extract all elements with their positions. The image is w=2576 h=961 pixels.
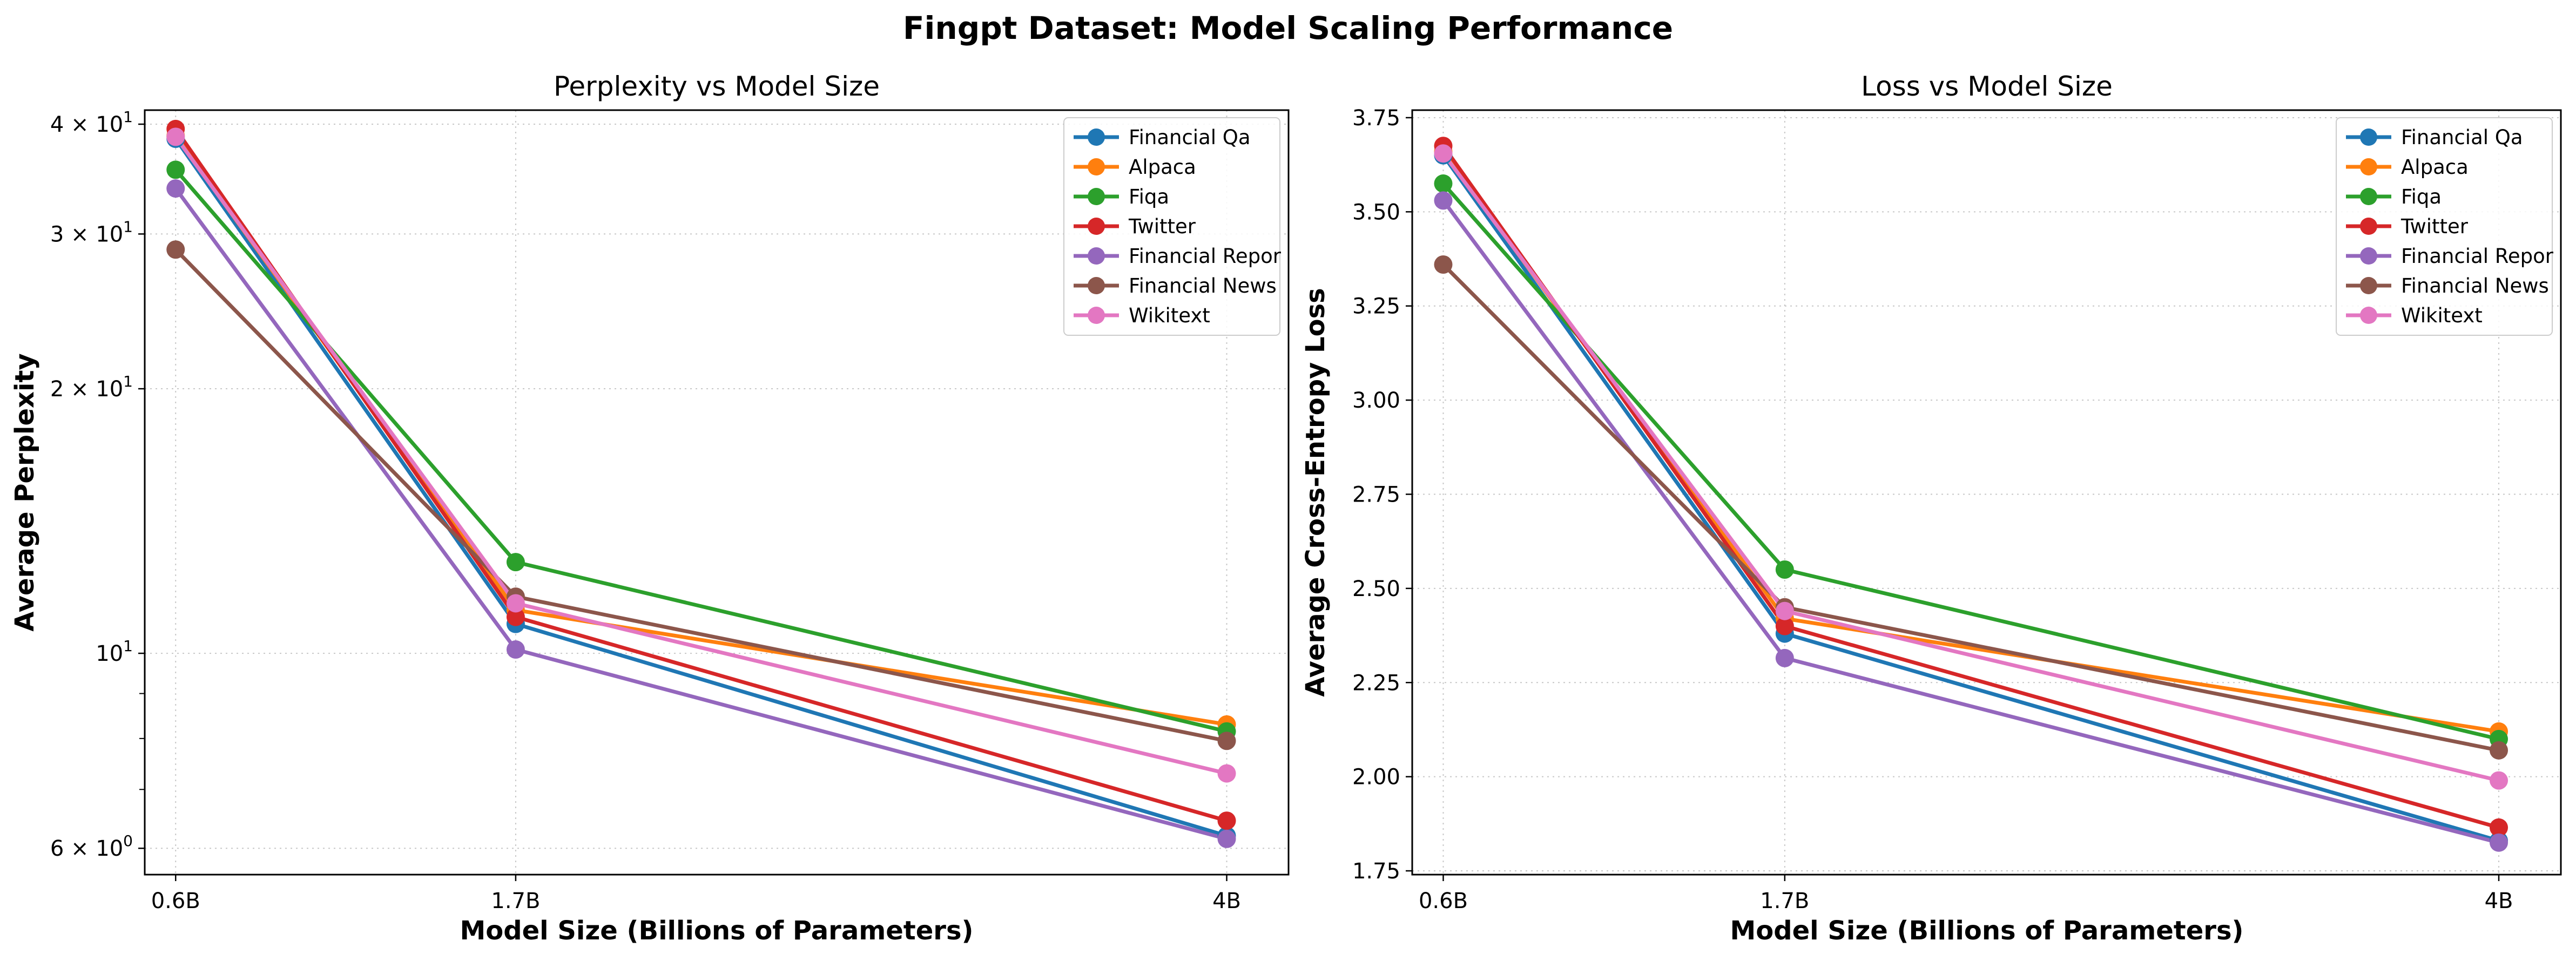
x-tick-label: 4B	[2485, 889, 2513, 913]
y-tick-label: 3.25	[1352, 294, 1400, 319]
x-axis-label: Model Size (Billions of Parameters)	[460, 916, 974, 946]
y-tick-label: 4 × 101	[50, 108, 133, 137]
y-tick-label: 1.75	[1352, 859, 1400, 884]
data-point	[2490, 741, 2508, 760]
y-tick-label: 2.50	[1352, 577, 1400, 601]
data-point	[166, 160, 185, 179]
perplexity-panel: Perplexity vs Model Size Model Size (Bil…	[10, 71, 1290, 946]
data-point	[166, 127, 185, 146]
legend-marker	[1088, 277, 1105, 294]
legend-marker	[1088, 158, 1105, 175]
legend: Financial Qa Alpaca Fiqa Twitter Financial R…	[1063, 117, 1282, 336]
legend-label: Wikitext	[2401, 304, 2483, 327]
legend-label: Alpaca	[1129, 155, 1196, 179]
y-tick-exponent: 1	[123, 637, 133, 655]
y-tick-label: 2 × 101	[50, 373, 133, 402]
y-tick-label: 3.00	[1352, 388, 1400, 413]
legend-label: Financial Qa	[1129, 126, 1251, 149]
legend-marker	[1088, 188, 1105, 205]
x-tick-label: 0.6B	[151, 889, 200, 913]
legend-label: Financial Repor	[2401, 245, 2554, 268]
data-point	[1775, 617, 1794, 635]
data-point	[166, 179, 185, 198]
data-point	[1434, 255, 1453, 274]
data-point	[2490, 833, 2508, 852]
legend-box	[1063, 117, 1280, 336]
y-axis-label: Average Perplexity	[10, 353, 40, 631]
data-point	[1775, 648, 1794, 667]
legend-marker	[1088, 307, 1105, 324]
legend-box	[2336, 117, 2553, 336]
y-tick-label: 3 × 101	[50, 218, 133, 247]
y-tick-label: 3.50	[1352, 200, 1400, 225]
axes-frame	[1411, 109, 2562, 876]
legend-label: Twitter	[2400, 215, 2469, 238]
y-tick-label: 2.75	[1352, 482, 1400, 507]
legend-marker	[2360, 188, 2377, 205]
panel-title: Loss vs Model Size	[1861, 71, 2113, 102]
legend-marker	[2360, 307, 2377, 324]
legend-marker	[2360, 277, 2377, 294]
data-point	[1217, 829, 1236, 848]
data-point	[506, 594, 525, 613]
legend-label: Alpaca	[2401, 155, 2469, 179]
figure-title: Fingpt Dataset: Model Scaling Performanc…	[903, 10, 1673, 46]
data-point	[1434, 144, 1453, 163]
y-tick-exponent: 0	[123, 832, 133, 850]
y-tick-label: 2.25	[1352, 671, 1400, 695]
legend-label: Financial News	[1129, 274, 1277, 297]
data-point	[506, 640, 525, 659]
legend-label: Fiqa	[2401, 185, 2442, 208]
legend-label: Financial Qa	[2401, 126, 2523, 149]
data-point	[2490, 818, 2508, 837]
data-point	[1775, 601, 1794, 620]
data-point	[2490, 771, 2508, 790]
legend-marker	[1088, 247, 1105, 265]
data-point	[1434, 174, 1453, 193]
x-tick-label: 0.6B	[1419, 889, 1468, 913]
y-tick-label: 6 × 100	[50, 832, 133, 861]
x-tick-label: 1.7B	[491, 889, 540, 913]
data-point	[166, 240, 185, 259]
y-tick-exponent: 1	[123, 373, 133, 390]
x-tick-label: 1.7B	[1760, 889, 1809, 913]
y-tick-exponent: 1	[123, 108, 133, 126]
data-point	[506, 607, 525, 626]
data-point	[1434, 191, 1453, 210]
legend-marker	[1088, 218, 1105, 235]
legend-label: Wikitext	[1129, 304, 1210, 327]
y-tick-label: 3.75	[1352, 106, 1400, 131]
x-tick-label: 4B	[1212, 889, 1241, 913]
y-tick-label: 2.00	[1352, 765, 1400, 790]
legend: Financial Qa Alpaca Fiqa Twitter Financial R…	[2336, 117, 2554, 336]
panel-title: Perplexity vs Model Size	[554, 71, 880, 102]
legend-marker	[2360, 158, 2377, 175]
loss-panel: Loss vs Model Size Model Size (Billions …	[1300, 71, 2562, 946]
x-axis-label: Model Size (Billions of Parameters)	[1730, 916, 2244, 946]
data-point	[506, 553, 525, 572]
y-axis-label: Average Cross-Entropy Loss	[1300, 288, 1331, 697]
legend-label: Twitter	[1128, 215, 1196, 238]
y-tick-exponent: 1	[123, 218, 133, 235]
data-point	[1217, 764, 1236, 783]
legend-marker	[2360, 218, 2377, 235]
legend-marker	[2360, 247, 2377, 265]
data-point	[1775, 560, 1794, 579]
legend-label: Financial Repor	[1129, 245, 1282, 268]
axes-frame	[144, 109, 1290, 876]
legend-marker	[1088, 128, 1105, 146]
y-tick-label: 101	[96, 637, 133, 666]
data-point	[1217, 732, 1236, 750]
legend-label: Financial News	[2401, 274, 2549, 297]
data-point	[1217, 811, 1236, 830]
legend-marker	[2360, 128, 2377, 146]
legend-label: Fiqa	[1129, 185, 1169, 208]
